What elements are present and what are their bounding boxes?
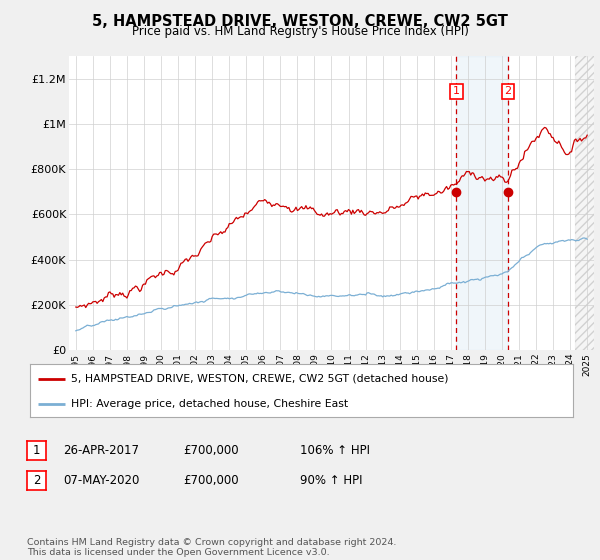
- Text: 5, HAMPSTEAD DRIVE, WESTON, CREWE, CW2 5GT: 5, HAMPSTEAD DRIVE, WESTON, CREWE, CW2 5…: [92, 14, 508, 29]
- Bar: [575, 56, 596, 350]
- Text: 07-MAY-2020: 07-MAY-2020: [63, 474, 139, 487]
- Bar: [456, 56, 508, 350]
- Text: Price paid vs. HM Land Registry's House Price Index (HPI): Price paid vs. HM Land Registry's House …: [131, 25, 469, 38]
- Text: 5, HAMPSTEAD DRIVE, WESTON, CREWE, CW2 5GT (detached house): 5, HAMPSTEAD DRIVE, WESTON, CREWE, CW2 5…: [71, 374, 448, 384]
- Text: 90% ↑ HPI: 90% ↑ HPI: [300, 474, 362, 487]
- Text: 2: 2: [33, 474, 40, 487]
- Text: £700,000: £700,000: [183, 444, 239, 458]
- Text: 106% ↑ HPI: 106% ↑ HPI: [300, 444, 370, 458]
- Text: HPI: Average price, detached house, Cheshire East: HPI: Average price, detached house, Ches…: [71, 399, 348, 409]
- Text: 26-APR-2017: 26-APR-2017: [63, 444, 139, 458]
- Text: 2: 2: [505, 86, 512, 96]
- Text: £700,000: £700,000: [183, 474, 239, 487]
- Text: Contains HM Land Registry data © Crown copyright and database right 2024.
This d: Contains HM Land Registry data © Crown c…: [27, 538, 397, 557]
- Text: 1: 1: [453, 86, 460, 96]
- Text: 1: 1: [33, 444, 40, 458]
- Bar: [575, 56, 596, 350]
